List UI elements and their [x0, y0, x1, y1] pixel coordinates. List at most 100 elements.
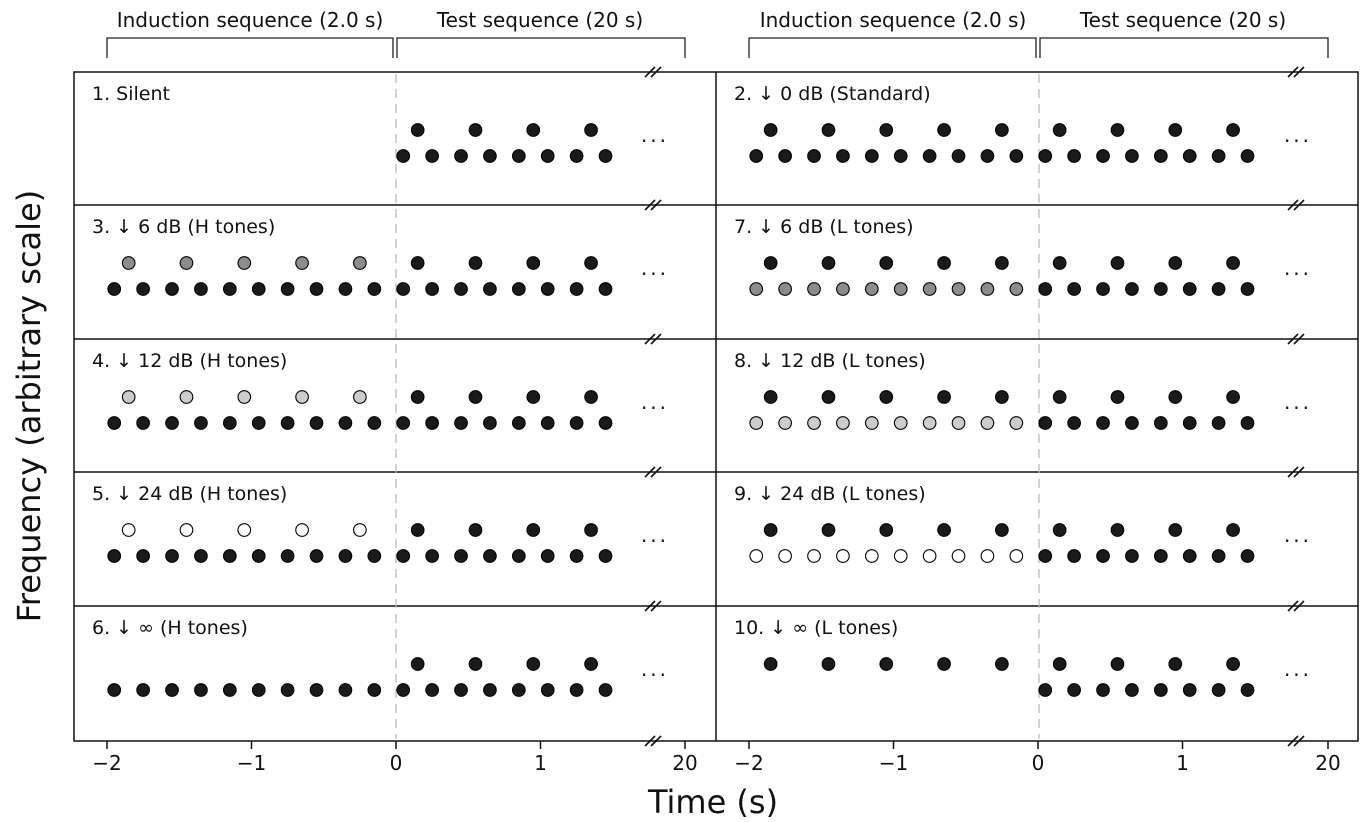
induction-l-tone: [922, 149, 937, 163]
ellipsis: ...: [1284, 123, 1312, 147]
induction-l-tone: [194, 683, 208, 697]
induction-l-tone: [980, 416, 995, 430]
axis-break-mark: [1287, 735, 1299, 747]
panel-label: 4. ↓ 12 dB (H tones): [92, 350, 287, 372]
induction-h-tone: [821, 523, 836, 537]
induction-h-tone: [995, 390, 1009, 404]
test-h-tone: [1226, 523, 1240, 537]
time-zero-lines: [395, 74, 1040, 739]
test-l-tone: [483, 416, 497, 430]
test-h-tone: [1110, 390, 1125, 404]
test-l-tone: [1153, 416, 1168, 430]
test-l-tone: [598, 549, 613, 563]
panel-8: 9. ↓ 24 dB (L tones)...: [734, 483, 1309, 563]
induction-l-tone: [367, 549, 382, 563]
panel-5: 4. ↓ 12 dB (H tones)...: [92, 350, 666, 430]
induction-h-tone: [937, 523, 951, 537]
ellipsis: ...: [641, 256, 669, 280]
x-tick-label: 20: [672, 751, 697, 775]
induction-l-tone: [338, 549, 353, 563]
x-tick-label: 0: [390, 751, 403, 775]
test-h-tone: [584, 123, 598, 137]
test-l-tone: [454, 683, 468, 697]
test-h-tone: [584, 390, 598, 404]
test-l-tone: [1125, 282, 1139, 296]
test-h-tone: [1052, 123, 1067, 137]
test-l-tone: [540, 683, 555, 697]
induction-l-tone: [136, 282, 150, 296]
induction-l-tone: [136, 549, 150, 563]
induction-bracket-left: [106, 37, 394, 58]
test-h-tone: [1168, 123, 1183, 137]
axis-break-mark: [1293, 466, 1305, 478]
induction-l-tone: [107, 549, 122, 563]
induction-h-tone: [179, 256, 194, 270]
test-l-tone: [540, 549, 555, 563]
test-l-tone: [1153, 549, 1168, 563]
test-h-tone: [1226, 657, 1240, 671]
test-l-tone: [1038, 282, 1053, 296]
panel-label: 2. ↓ 0 dB (Standard): [734, 83, 931, 105]
induction-l-tone: [251, 683, 266, 697]
panel-6: 8. ↓ 12 dB (L tones)...: [734, 350, 1312, 430]
induction-l-tone: [922, 549, 937, 563]
test-bracket-left: [396, 37, 686, 58]
induction-h-tone: [821, 256, 836, 270]
induction-l-tone: [893, 416, 908, 430]
ellipsis: ...: [641, 523, 669, 547]
axis-break-mark: [644, 466, 656, 478]
test-l-tone: [1182, 416, 1197, 430]
test-l-tone: [1211, 549, 1226, 563]
test-l-tone: [511, 683, 526, 697]
induction-h-tone: [353, 523, 367, 537]
test-h-tone: [1110, 123, 1125, 137]
test-l-tone: [1038, 549, 1053, 563]
induction-l-tone: [251, 416, 266, 430]
induction-l-tone: [165, 549, 179, 563]
test-l-tone: [1067, 416, 1081, 430]
test-l-tone: [1125, 683, 1139, 697]
induction-l-tone: [367, 282, 382, 296]
test-l-tone: [569, 683, 584, 697]
test-l-tone: [1182, 282, 1197, 296]
induction-h-tone: [879, 523, 894, 537]
test-l-tone: [1153, 683, 1168, 697]
test-l-tone: [569, 416, 584, 430]
induction-l-tone: [836, 416, 850, 430]
x-tick-label: −2: [734, 751, 763, 775]
induction-l-tone: [864, 149, 879, 163]
induction-h-tone: [937, 123, 951, 137]
induction-bracket-right: [748, 37, 1037, 58]
panel-10: 10. ↓ ∞ (L tones)...: [734, 617, 1309, 697]
axis-break-mark: [1287, 66, 1299, 78]
test-h-tone: [410, 657, 425, 671]
induction-h-tone: [295, 256, 309, 270]
induction-l-tone: [309, 282, 324, 296]
test-l-tone: [1096, 149, 1110, 163]
induction-l-tone: [1009, 149, 1024, 163]
test-l-tone: [1125, 549, 1139, 563]
induction-l-tone: [194, 416, 208, 430]
axis-break-mark: [650, 333, 662, 345]
induction-l-tone: [836, 282, 850, 296]
induction-l-tone: [864, 549, 879, 563]
induction-l-tone: [1009, 416, 1024, 430]
axis-break-mark: [650, 735, 662, 747]
test-l-tone: [1240, 282, 1255, 296]
induction-l-tone: [807, 416, 821, 430]
y-axis-title: Frequency (arbitrary scale): [10, 190, 48, 622]
test-h-tone: [1226, 256, 1240, 270]
test-h-tone: [1110, 523, 1125, 537]
test-h-tone: [468, 657, 483, 671]
x-axis-title: Time (s): [647, 783, 778, 821]
induction-h-tone: [821, 390, 836, 404]
test-l-tone: [1125, 149, 1139, 163]
induction-h-tone: [763, 390, 778, 404]
ellipsis: ...: [1284, 390, 1312, 414]
axis-break-mark: [644, 199, 656, 211]
induction-l-tone: [893, 149, 908, 163]
induction-l-tone: [367, 683, 382, 697]
panels: 1. Silent...2. ↓ 0 dB (Standard)...3. ↓ …: [92, 83, 1312, 697]
induction-h-tone: [879, 123, 894, 137]
test-l-tone: [598, 149, 613, 163]
